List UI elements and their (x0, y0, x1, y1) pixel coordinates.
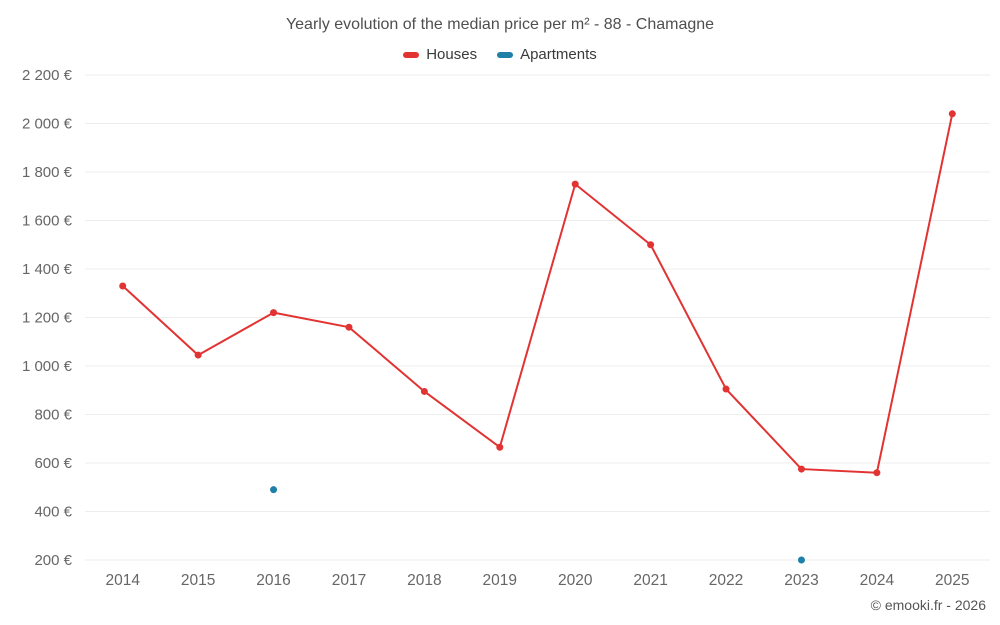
x-axis-tick-label: 2020 (558, 572, 593, 589)
y-axis-tick-label: 1 400 € (22, 261, 73, 278)
x-axis-tick-label: 2014 (105, 572, 140, 589)
y-axis-tick-label: 600 € (34, 455, 72, 472)
legend-item-houses[interactable]: Houses (403, 46, 477, 63)
y-axis-tick-label: 1 600 € (22, 213, 73, 230)
houses-data-point[interactable] (722, 385, 730, 393)
apartments-data-point[interactable] (270, 486, 278, 494)
houses-data-point[interactable] (873, 469, 881, 477)
houses-data-point[interactable] (270, 309, 278, 317)
apartments-legend-swatch-icon (497, 51, 514, 58)
y-axis-tick-label: 1 000 € (22, 358, 73, 375)
x-axis-tick-label: 2019 (483, 572, 517, 589)
x-axis-tick-label: 2025 (935, 572, 969, 589)
houses-legend-label: Houses (426, 46, 478, 63)
x-axis-tick-label: 2024 (860, 572, 895, 589)
houses-legend-swatch-icon (403, 51, 420, 58)
apartments-data-point[interactable] (797, 556, 805, 564)
legend-item-apartments[interactable]: Apartments (497, 46, 597, 63)
legend: Houses Apartments (0, 46, 1000, 63)
y-axis-tick-label: 2 000 € (22, 116, 73, 133)
y-axis-tick-label: 800 € (34, 407, 72, 424)
x-axis-tick-label: 2017 (332, 572, 366, 589)
apartments-legend-label: Apartments (520, 46, 597, 63)
houses-data-point[interactable] (647, 241, 655, 249)
houses-data-point[interactable] (345, 323, 353, 331)
x-axis-tick-label: 2022 (709, 572, 743, 589)
x-axis-tick-label: 2021 (633, 572, 667, 589)
x-axis-tick-label: 2018 (407, 572, 441, 589)
x-axis-tick-label: 2023 (784, 572, 818, 589)
x-axis-tick-label: 2016 (256, 572, 290, 589)
houses-data-point[interactable] (420, 387, 428, 395)
y-axis-tick-label: 1 800 € (22, 164, 73, 181)
y-axis-tick-label: 400 € (34, 504, 72, 521)
houses-data-point[interactable] (948, 110, 956, 118)
y-axis-tick-label: 2 200 € (22, 67, 73, 84)
y-axis-tick-label: 1 200 € (22, 310, 73, 327)
copyright-credit: © emooki.fr - 2026 (870, 597, 986, 613)
houses-series-line (121, 112, 954, 474)
houses-data-point[interactable] (194, 351, 202, 359)
houses-data-point[interactable] (496, 443, 504, 451)
chart-title: Yearly evolution of the median price per… (285, 16, 715, 33)
x-axis-tick-label: 2015 (181, 572, 215, 589)
houses-data-point[interactable] (797, 465, 805, 473)
houses-data-point[interactable] (571, 180, 579, 188)
y-axis-tick-label: 200 € (34, 552, 72, 569)
houses-data-point[interactable] (119, 282, 127, 290)
